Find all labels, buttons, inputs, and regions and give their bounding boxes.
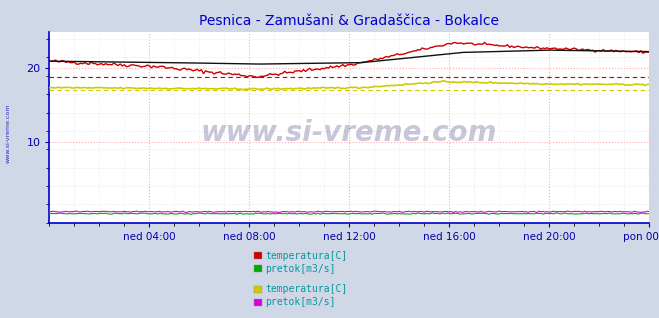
Text: temperatura[C]: temperatura[C] (266, 284, 348, 294)
Text: pretok[m3/s]: pretok[m3/s] (266, 264, 336, 274)
Text: pretok[m3/s]: pretok[m3/s] (266, 297, 336, 307)
Text: www.si-vreme.com: www.si-vreme.com (5, 104, 11, 163)
Title: Pesnica - Zamušani & Gradaščica - Bokalce: Pesnica - Zamušani & Gradaščica - Bokalc… (199, 14, 500, 28)
Text: www.si-vreme.com: www.si-vreme.com (201, 119, 498, 147)
Text: temperatura[C]: temperatura[C] (266, 251, 348, 261)
